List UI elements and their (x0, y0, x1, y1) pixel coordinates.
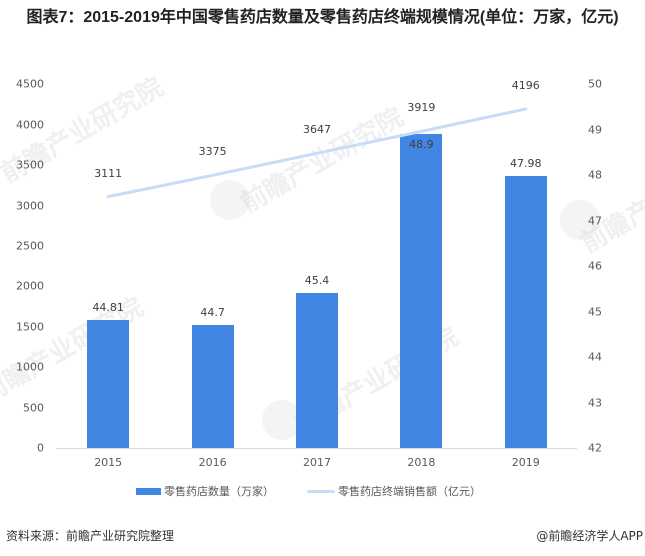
bar-value-label: 45.4 (304, 274, 330, 288)
left-axis-tick: 1000 (16, 360, 44, 374)
bar (504, 176, 547, 448)
left-axis-tick: 3500 (16, 158, 44, 172)
line-value-label: 3919 (407, 101, 436, 115)
bar-value-label: 48.9 (409, 138, 434, 152)
source-note: 资料来源：前瞻产业研究院整理 (6, 529, 175, 543)
legend-label: 零售药店数量（万家） (164, 485, 274, 498)
right-axis-tick: 48 (588, 168, 602, 182)
legend-item-store-count: 零售药店数量（万家） (136, 483, 274, 499)
left-axis-tick: 4500 (16, 77, 44, 91)
right-axis-tick: 44 (588, 350, 602, 364)
left-axis-tick: 2500 (16, 239, 44, 253)
left-axis-tick: 0 (37, 441, 44, 455)
bar-value-label: 47.98 (510, 157, 542, 171)
left-axis-tick: 3000 (16, 199, 44, 213)
right-axis-tick: 49 (588, 123, 602, 137)
x-axis-tick: 2016 (198, 456, 227, 469)
line-value-label: 3111 (94, 166, 123, 180)
left-axis-tick: 500 (23, 401, 44, 415)
x-axis-tick: 2017 (303, 456, 331, 469)
x-axis-tick: 2018 (407, 456, 436, 469)
x-axis-tick: 2019 (511, 456, 540, 469)
legend: 零售药店数量（万家） 零售药店终端销售额（亿元） (0, 483, 645, 499)
right-axis-tick: 47 (588, 214, 602, 228)
legend-label: 零售药店终端销售额（亿元） (338, 485, 481, 498)
legend-item-sales: 零售药店终端销售额（亿元） (307, 483, 481, 499)
x-axis-tick: 2015 (94, 456, 123, 469)
bar (400, 134, 443, 448)
chart-title: 图表7：2015-2019年中国零售药店数量及零售药店终端规模情况(单位：万家，… (26, 9, 619, 26)
line-value-label: 3375 (198, 145, 227, 159)
left-axis-tick: 4000 (16, 118, 44, 132)
right-axis-tick: 43 (588, 396, 602, 410)
line-value-label: 4196 (511, 78, 540, 92)
bar (191, 325, 234, 448)
bar-swatch-icon (136, 487, 161, 495)
sales-line (106, 107, 528, 199)
credit-note: @前瞻经济学人APP (536, 529, 643, 543)
left-axis-tick: 2000 (16, 279, 44, 293)
right-axis-tick: 46 (588, 259, 602, 273)
bar-value-label: 44.7 (200, 306, 225, 320)
bar (87, 320, 130, 448)
line-swatch-icon (307, 489, 335, 493)
right-axis-tick: 45 (588, 305, 602, 319)
bar-value-label: 44.81 (92, 301, 124, 315)
x-axis-line (56, 448, 577, 449)
right-axis-tick: 50 (588, 77, 602, 91)
right-axis-tick: 42 (588, 441, 602, 455)
line-value-label: 3647 (303, 123, 331, 137)
bar (296, 293, 338, 448)
left-axis-tick: 1500 (16, 320, 44, 334)
